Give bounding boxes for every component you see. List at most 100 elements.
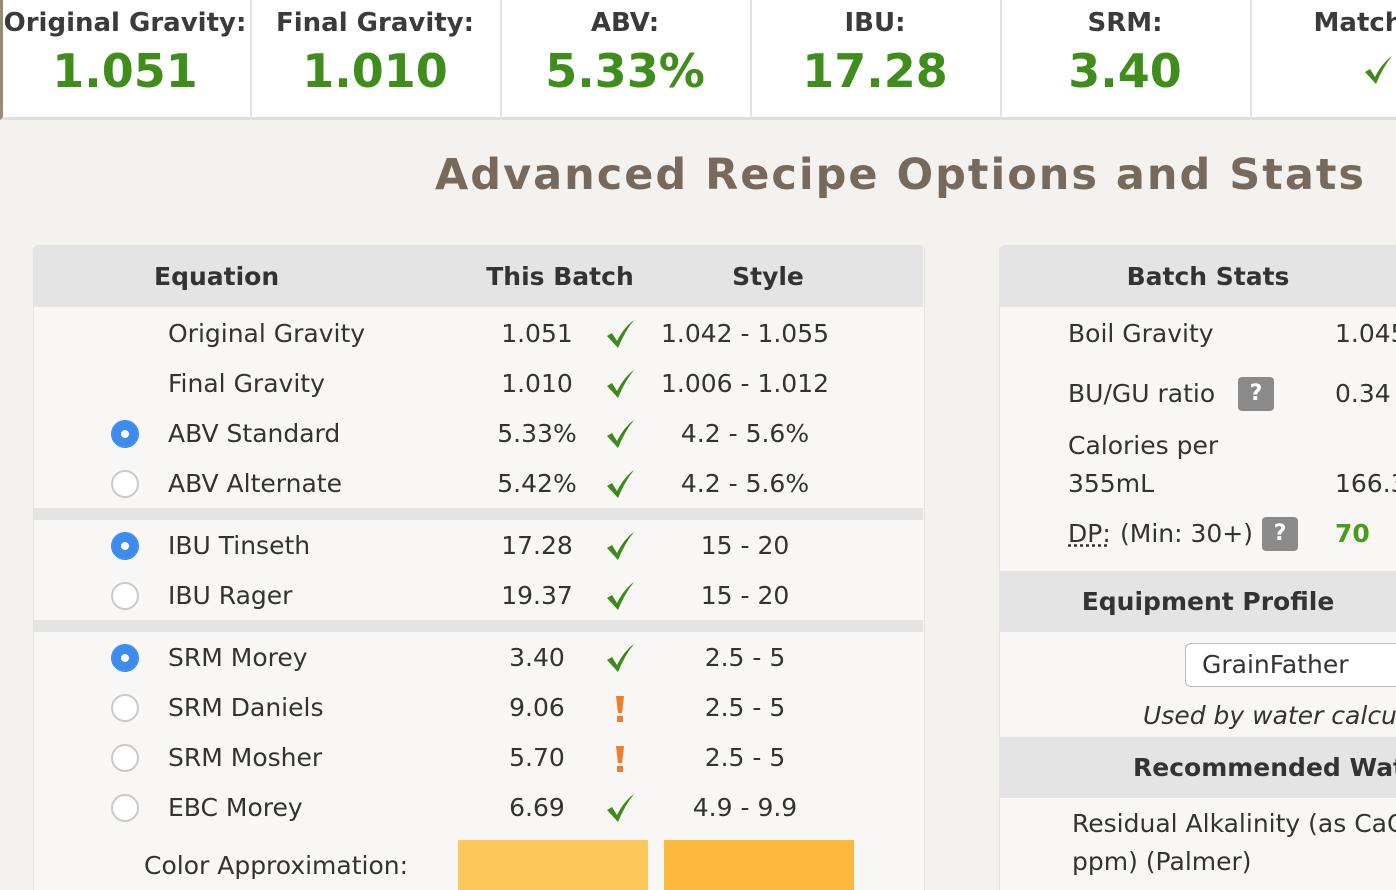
header-text: Recommended Water Profile <box>1133 753 1396 782</box>
check-icon <box>607 644 634 672</box>
style-range: 2.5 - 5 <box>704 743 786 772</box>
column-header: This Batch <box>486 262 634 291</box>
check-icon <box>607 582 634 610</box>
status-icon <box>607 320 634 348</box>
check-icon <box>607 794 634 822</box>
equation-name: EBC Morey <box>168 793 303 822</box>
header-text: Batch Stats <box>1126 262 1290 291</box>
stat-value: 166.3 <box>1335 469 1396 498</box>
stat-label: Calories per <box>1068 431 1219 460</box>
water-text: ppm) (Palmer) <box>1072 847 1252 876</box>
style-range: 15 - 20 <box>700 581 790 610</box>
status-icon <box>607 794 634 822</box>
batch-value: 1.051 <box>501 319 573 348</box>
group-separator <box>33 620 923 632</box>
style-range: 4.9 - 9.9 <box>692 793 798 822</box>
stat-value: 5.33% <box>545 44 705 98</box>
column-header: Equation <box>154 262 280 291</box>
radio-button[interactable] <box>111 532 139 560</box>
radio-button[interactable] <box>111 694 139 722</box>
equation-panel <box>33 245 925 890</box>
water-text: Residual Alkalinity (as CaCO3 <box>1072 809 1396 838</box>
style-range: 1.006 - 1.012 <box>660 369 830 398</box>
status-icon <box>616 696 624 722</box>
equation-name: Original Gravity <box>168 319 366 348</box>
equation-name: SRM Mosher <box>168 743 323 772</box>
cell-divider <box>1000 0 1002 118</box>
color-swatch <box>458 840 648 890</box>
batch-value: 9.06 <box>509 693 565 722</box>
stat-label: ABV: <box>590 8 660 38</box>
batch-value: 1.010 <box>501 369 573 398</box>
style-range: 15 - 20 <box>700 531 790 560</box>
radio-button[interactable] <box>111 470 139 498</box>
stats-bar <box>0 0 1396 120</box>
batch-value: 5.70 <box>509 743 565 772</box>
check-icon <box>607 532 634 560</box>
batch-value: 6.69 <box>509 793 565 822</box>
radio-button[interactable] <box>111 794 139 822</box>
equation-name: SRM Morey <box>168 643 308 672</box>
stat-label: Boil Gravity <box>1068 319 1214 348</box>
stat-value: 3.40 <box>1068 44 1182 98</box>
radio-button[interactable] <box>111 744 139 772</box>
stat-label: DP: <box>1068 519 1111 548</box>
cell-divider <box>500 0 502 118</box>
check-icon <box>607 320 634 348</box>
equipment-select[interactable]: GrainFather <box>1185 643 1396 687</box>
warning-icon <box>616 746 624 772</box>
matches-check <box>1365 56 1392 84</box>
check-icon <box>607 370 634 398</box>
equation-name: IBU Rager <box>168 581 293 610</box>
panel-header <box>999 571 1396 632</box>
status-icon <box>607 532 634 560</box>
select-note: Used by water calculations <box>1143 701 1396 730</box>
batch-value: 19.37 <box>501 581 573 610</box>
equation-name: IBU Tinseth <box>168 531 311 560</box>
style-range: 4.2 - 5.6% <box>680 419 810 448</box>
stat-label: BU/GU ratio <box>1068 379 1216 408</box>
style-range: 2.5 - 5 <box>704 643 786 672</box>
status-icon <box>616 746 624 772</box>
color-approx-label: Color Approximation: <box>144 851 409 880</box>
radio-button[interactable] <box>111 582 139 610</box>
warning-icon <box>616 696 624 722</box>
radio-button[interactable] <box>111 644 139 672</box>
stat-value: 1.045 <box>1335 319 1396 348</box>
status-icon <box>607 470 634 498</box>
cell-divider <box>250 0 252 118</box>
stat-value: 1.010 <box>302 44 448 98</box>
status-icon <box>607 644 634 672</box>
help-button[interactable]: ? <box>1262 517 1298 551</box>
equation-name: Final Gravity <box>168 369 325 398</box>
batch-value: 17.28 <box>501 531 573 560</box>
style-range: 4.2 - 5.6% <box>680 469 810 498</box>
batch-value: 5.42% <box>497 469 577 498</box>
column-header: Style <box>732 262 804 291</box>
panel-header <box>999 737 1396 798</box>
status-icon <box>607 582 634 610</box>
equation-name: ABV Alternate <box>168 469 342 498</box>
style-range: 2.5 - 5 <box>704 693 786 722</box>
group-separator <box>33 508 923 520</box>
help-button[interactable]: ? <box>1238 377 1274 411</box>
style-range: 1.042 - 1.055 <box>660 319 830 348</box>
cell-divider <box>1250 0 1252 118</box>
stat-value: 0.34 <box>1335 379 1391 408</box>
batch-value: 3.40 <box>509 643 565 672</box>
status-icon <box>607 370 634 398</box>
equation-header <box>33 245 923 307</box>
check-icon <box>1365 56 1392 84</box>
panel-header <box>999 245 1396 307</box>
stat-value: 17.28 <box>802 44 948 98</box>
stat-label: Original Gravity: <box>3 8 247 38</box>
stat-label: IBU: <box>844 8 906 38</box>
stat-note: (Min: 30+) <box>1120 519 1253 548</box>
cell-divider <box>750 0 752 118</box>
equation-name: ABV Standard <box>168 419 341 448</box>
radio-button[interactable] <box>111 420 139 448</box>
color-swatch <box>664 840 854 890</box>
section-title: Advanced Recipe Options and Stats <box>435 150 1366 200</box>
stat-label: 355mL <box>1068 469 1154 498</box>
